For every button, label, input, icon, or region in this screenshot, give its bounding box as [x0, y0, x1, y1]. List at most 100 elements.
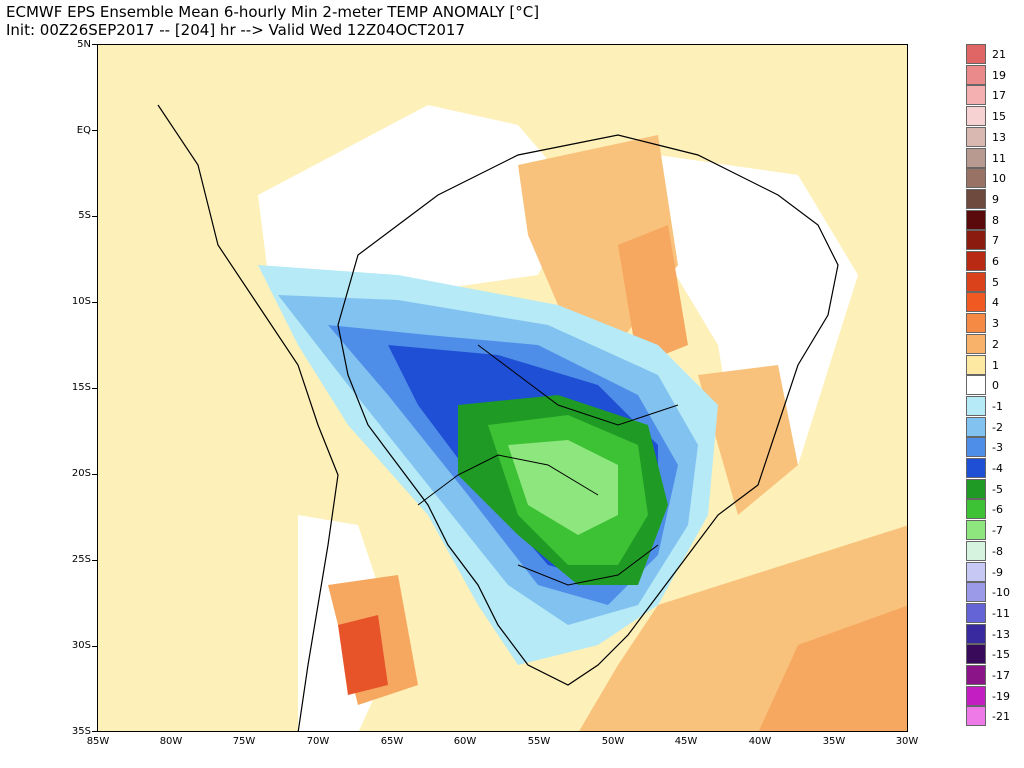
legend-swatch: [966, 520, 986, 541]
lat-label-5n: 5N: [77, 39, 91, 50]
legend-swatch: [966, 85, 986, 106]
legend-label: 0: [992, 379, 999, 393]
legend-swatch: [966, 64, 986, 85]
legend-swatch: [966, 478, 986, 499]
legend-swatch: [966, 602, 986, 623]
legend-label: -3: [992, 441, 1003, 455]
lon-label-55w: 55W: [527, 736, 551, 747]
legend-label: -10: [992, 586, 1010, 600]
lon-label-30w: 30W: [895, 736, 919, 747]
lon-label-40w: 40W: [748, 736, 772, 747]
legend-swatch: [966, 292, 986, 313]
legend-label: 21: [992, 48, 1006, 61]
legend-label: 7: [992, 234, 999, 248]
legend-swatch: [966, 44, 986, 64]
legend-label: -6: [992, 503, 1003, 517]
lon-label-70w: 70W: [306, 736, 330, 747]
legend-swatch: [966, 271, 986, 292]
legend-label: -17: [992, 669, 1010, 682]
legend-label: -8: [992, 544, 1003, 558]
axis-tick: [92, 216, 97, 217]
axis-tick: [92, 646, 97, 647]
legend-label: -9: [992, 565, 1003, 579]
legend-label: 5: [992, 275, 999, 289]
lat-label-eq: EQ: [76, 125, 91, 136]
legend-swatch: [966, 665, 986, 685]
legend-label: 19: [992, 68, 1006, 82]
legend-swatch: [966, 561, 986, 582]
lat-label-20s: 20S: [71, 468, 91, 479]
lat-label-15s: 15S: [71, 382, 91, 393]
legend-label: 2: [992, 337, 999, 351]
legend-swatch: [966, 685, 986, 706]
legend-swatch: [966, 395, 986, 416]
legend-label: -1: [992, 399, 1003, 413]
legend-swatch: [966, 437, 986, 458]
chart-subtitle: Init: 00Z26SEP2017 -- [204] hr --> Valid…: [6, 21, 465, 39]
legend-label: -13: [992, 627, 1010, 641]
legend-label: 8: [992, 213, 999, 227]
legend-swatch: [966, 209, 986, 230]
chart-title: ECMWF EPS Ensemble Mean 6-hourly Min 2-m…: [6, 3, 540, 21]
legend-swatch: [966, 251, 986, 271]
legend-label: -7: [992, 524, 1003, 538]
legend-label: 13: [992, 130, 1006, 144]
lon-label-60w: 60W: [453, 736, 477, 747]
legend-swatch: [966, 375, 986, 396]
lat-label-10s: 10S: [71, 296, 91, 307]
legend-label: 15: [992, 110, 1006, 124]
axis-tick: [92, 302, 97, 303]
legend-label: -2: [992, 420, 1003, 434]
legend-swatch: [966, 230, 986, 251]
legend-swatch: [966, 106, 986, 127]
axis-tick: [92, 474, 97, 475]
legend-label: 3: [992, 317, 999, 331]
legend-label: 11: [992, 151, 1006, 165]
legend-label: -4: [992, 462, 1003, 475]
temperature-anomaly-map: [98, 45, 907, 731]
lat-label-30s: 30S: [71, 640, 91, 651]
legend-swatch: [966, 416, 986, 437]
legend-swatch: [966, 582, 986, 603]
lon-label-75w: 75W: [232, 736, 256, 747]
map-panel: [97, 44, 908, 732]
legend-label: -11: [992, 606, 1010, 620]
legend-label: 9: [992, 192, 999, 206]
axis-tick: [92, 560, 97, 561]
legend-swatch: [966, 499, 986, 520]
lat-label-35s: 35S: [71, 726, 91, 737]
lon-label-35w: 35W: [822, 736, 846, 747]
legend-swatch: [966, 458, 986, 478]
legend-swatch: [966, 313, 986, 334]
axis-tick: [92, 731, 97, 732]
lon-label-50w: 50W: [601, 736, 625, 747]
lon-label-65w: 65W: [380, 736, 404, 747]
axis-tick: [92, 130, 97, 131]
legend-swatch: [966, 354, 986, 375]
legend-label: 6: [992, 255, 999, 268]
legend-swatch: [966, 126, 986, 147]
lat-label-25s: 25S: [71, 554, 91, 565]
lon-label-85w: 85W: [86, 736, 110, 747]
legend-swatch: [966, 540, 986, 561]
legend-label: 17: [992, 89, 1006, 103]
legend-swatch: [966, 188, 986, 209]
legend-label: 10: [992, 172, 1006, 186]
legend-label: 1: [992, 358, 999, 372]
legend-label: -15: [992, 648, 1010, 662]
legend-label: -19: [992, 689, 1010, 703]
axis-tick: [92, 388, 97, 389]
legend-swatch: [966, 644, 986, 665]
lon-label-80w: 80W: [159, 736, 183, 747]
axis-tick: [92, 44, 97, 45]
legend-swatch: [966, 623, 986, 644]
legend-label: 4: [992, 296, 999, 310]
legend-swatch: [966, 333, 986, 354]
legend-swatch: [966, 706, 986, 727]
lat-label-5s: 5S: [78, 210, 91, 221]
legend-swatch: [966, 147, 986, 168]
lon-label-45w: 45W: [674, 736, 698, 747]
legend-label: -5: [992, 482, 1003, 496]
legend-label: -21: [992, 710, 1010, 724]
legend-swatch: [966, 168, 986, 189]
